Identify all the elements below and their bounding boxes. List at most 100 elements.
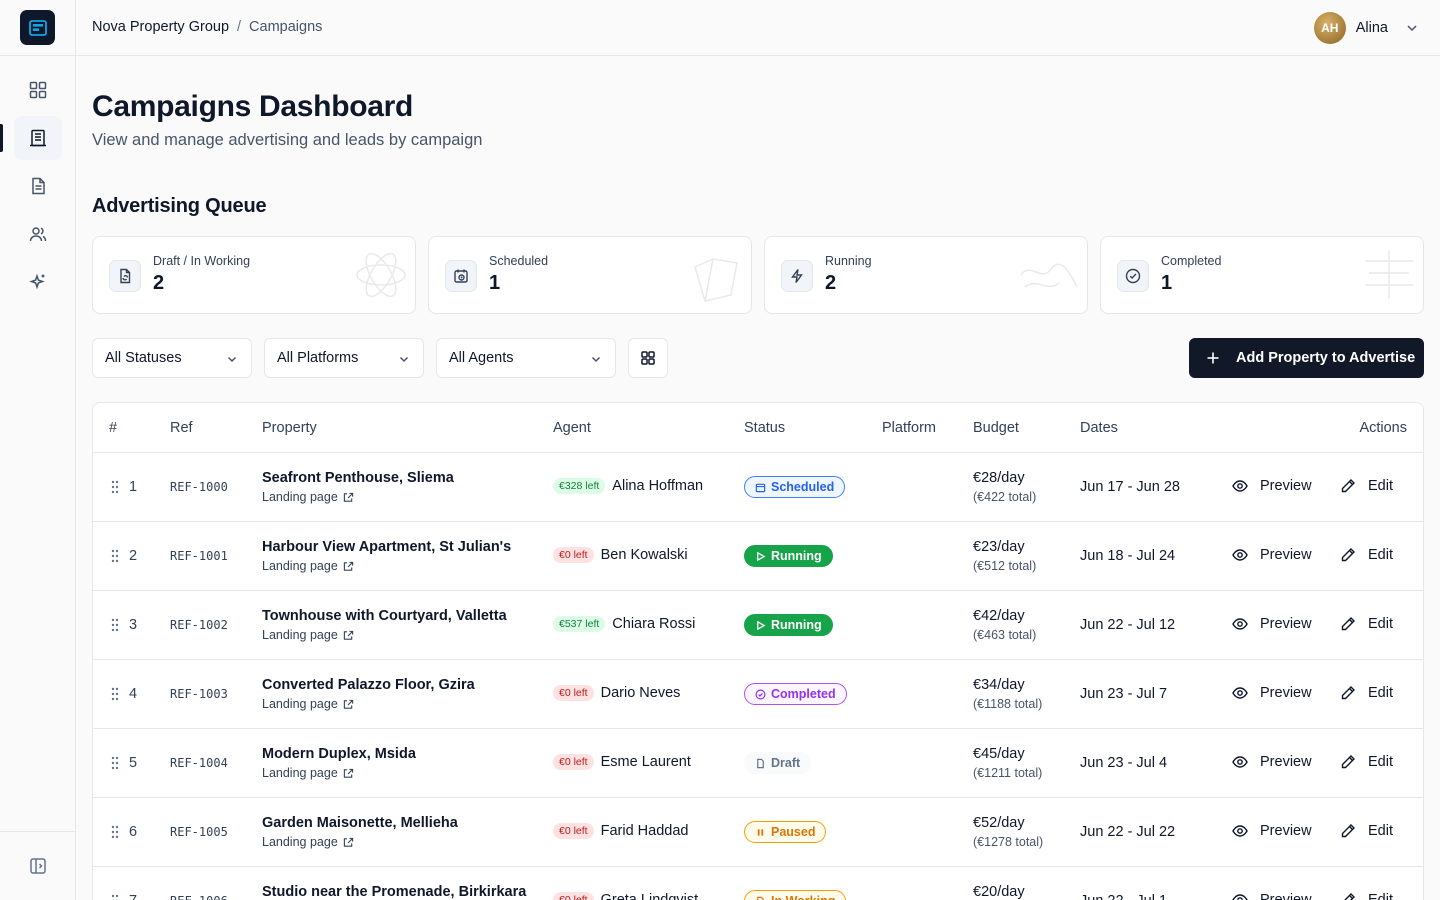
landing-page-link[interactable]: Landing page [262, 490, 354, 504]
avatar[interactable]: AH [1313, 12, 1346, 44]
drag-handle-icon[interactable] [111, 480, 119, 499]
column-header-agent[interactable]: Agent [553, 420, 591, 436]
column-header-status[interactable]: Status [744, 420, 786, 436]
budget-total: (€1211 total) [973, 766, 1043, 780]
agent-cell: €328 left Alina Hoffman [553, 478, 703, 494]
preview-button[interactable]: Preview [1232, 892, 1312, 900]
landing-page-link[interactable]: Landing page [262, 628, 354, 642]
edit-button[interactable]: Edit [1340, 754, 1393, 770]
agent-cell: €0 left Dario Neves [553, 685, 680, 701]
edit-button[interactable]: Edit [1340, 547, 1393, 563]
drag-handle-icon[interactable] [111, 549, 119, 568]
landing-page-link[interactable]: Landing page [262, 559, 354, 573]
sidebar-item-agents[interactable] [14, 212, 62, 256]
page-title: Campaigns Dashboard [92, 90, 414, 123]
platform-filter-select[interactable]: All Platforms [264, 338, 424, 378]
table-row[interactable]: 6 REF-1005 Garden Maisonette, Mellieha L… [93, 798, 1423, 867]
drag-handle-icon[interactable] [111, 687, 119, 706]
table-row[interactable]: 2 REF-1001 Harbour View Apartment, St Ju… [93, 522, 1423, 591]
edit-label: Edit [1368, 685, 1393, 701]
property-name: Garden Maisonette, Mellieha [262, 815, 458, 831]
sidebar-item-documents[interactable] [14, 164, 62, 208]
landing-page-label: Landing page [262, 835, 338, 849]
status-label: Paused [771, 825, 816, 839]
constellation-decoration-icon [694, 258, 738, 302]
stat-card-completed[interactable]: Completed 1 [1100, 236, 1424, 314]
campaign-dates: Jun 18 - Jul 24 [1080, 548, 1176, 564]
budget-per-day: €34/day [973, 677, 1025, 693]
drag-handle-icon[interactable] [111, 618, 119, 637]
add-property-button[interactable]: Add Property to Advertise [1189, 338, 1424, 378]
pencil-icon [1341, 686, 1355, 700]
preview-button[interactable]: Preview [1232, 547, 1312, 563]
preview-button[interactable]: Preview [1232, 823, 1312, 839]
landing-page-link[interactable]: Landing page [262, 835, 354, 849]
status-label: Draft [771, 756, 801, 770]
status-filter-select[interactable]: All Statuses [92, 338, 252, 378]
budget-per-day: €52/day [973, 815, 1025, 831]
agent-name: Dario Neves [600, 685, 681, 701]
chevron-down-icon[interactable] [1404, 20, 1420, 36]
stat-value: 2 [825, 272, 837, 294]
table-row[interactable]: 5 REF-1004 Modern Duplex, Msida Landing … [93, 729, 1423, 798]
play-icon [757, 551, 766, 561]
budget-left-badge: €0 left [553, 823, 594, 839]
building-icon [30, 129, 46, 147]
stat-value: 1 [1161, 272, 1173, 294]
budget-per-day: €42/day [973, 608, 1025, 624]
eye-icon [1232, 687, 1248, 699]
sidebar-item-properties[interactable] [14, 116, 62, 160]
edit-button[interactable]: Edit [1340, 685, 1393, 701]
property-name: Studio near the Promenade, Birkirkara [262, 884, 527, 900]
row-ref: REF-1000 [170, 480, 228, 494]
landing-page-link[interactable]: Landing page [262, 766, 354, 780]
property-name: Converted Palazzo Floor, Gzira [262, 677, 475, 693]
table-row[interactable]: 7 REF-1006 Studio near the Promenade, Bi… [93, 867, 1423, 900]
drag-handle-icon[interactable] [111, 894, 119, 900]
table-row[interactable]: 1 REF-1000 Seafront Penthouse, Sliema La… [93, 453, 1423, 522]
property-name: Townhouse with Courtyard, Valletta [262, 608, 507, 624]
landing-page-label: Landing page [262, 628, 338, 642]
table-row[interactable]: 4 REF-1003 Converted Palazzo Floor, Gzir… [93, 660, 1423, 729]
column-header-ref[interactable]: Ref [170, 420, 193, 436]
sidebar-item-ai[interactable] [14, 260, 62, 304]
drag-handle-icon[interactable] [111, 825, 119, 844]
grid-icon [29, 81, 47, 99]
breadcrumb-org[interactable]: Nova Property Group [92, 19, 230, 35]
status-label: In Working [771, 894, 835, 900]
external-link-icon [343, 837, 353, 847]
agent-filter-select[interactable]: All Agents [436, 338, 616, 378]
budget-left-badge: €328 left [553, 478, 606, 494]
edit-button[interactable]: Edit [1340, 823, 1393, 839]
stat-card-running[interactable]: Running 2 [764, 236, 1088, 314]
grid-view-button[interactable] [628, 338, 668, 378]
column-header-property[interactable]: Property [262, 420, 317, 436]
user-name[interactable]: Alina [1355, 20, 1388, 36]
preview-button[interactable]: Preview [1232, 478, 1312, 494]
stat-card-draft[interactable]: Draft / In Working 2 [92, 236, 416, 314]
edit-button[interactable]: Edit [1340, 892, 1393, 900]
edit-button[interactable]: Edit [1340, 478, 1393, 494]
edit-button[interactable]: Edit [1340, 616, 1393, 632]
row-number: 2 [129, 548, 138, 564]
row-number: 7 [129, 893, 137, 900]
status-label: Scheduled [771, 480, 835, 494]
column-header-platform[interactable]: Platform [882, 420, 936, 436]
app-logo[interactable] [20, 10, 55, 45]
drag-handle-icon[interactable] [111, 756, 119, 775]
user-menu[interactable]: AH Alina [1313, 12, 1420, 44]
preview-button[interactable]: Preview [1232, 754, 1312, 770]
sidebar-collapse-button[interactable] [24, 852, 52, 880]
column-header-dates[interactable]: Dates [1080, 420, 1118, 436]
landing-page-link[interactable]: Landing page [262, 697, 354, 711]
eye-icon [1232, 825, 1248, 837]
stat-card-scheduled[interactable]: Scheduled 1 [428, 236, 752, 314]
preview-label: Preview [1260, 616, 1312, 632]
budget-left-badge: €0 left [553, 892, 594, 900]
sidebar-item-dashboard[interactable] [14, 68, 62, 112]
preview-button[interactable]: Preview [1232, 616, 1312, 632]
budget-total: (€422 total) [973, 490, 1037, 504]
table-row[interactable]: 3 REF-1002 Townhouse with Courtyard, Val… [93, 591, 1423, 660]
preview-button[interactable]: Preview [1232, 685, 1312, 701]
column-header-budget[interactable]: Budget [973, 420, 1019, 436]
